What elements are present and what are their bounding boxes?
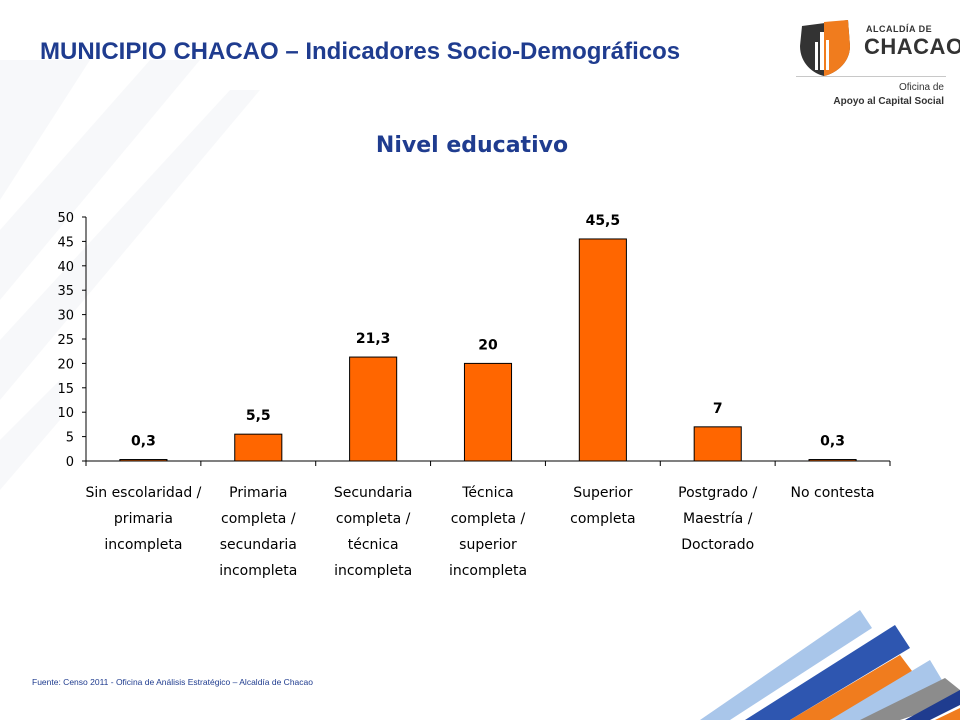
- chart-labels: 0,3 Sin escolaridad / primaria incompleta 5,…: [85, 213, 874, 579]
- x-tick-label: No contesta: [791, 485, 875, 501]
- y-tick-label: 25: [57, 333, 74, 348]
- x-tick-label: Secundaria completa / técnica incompleta: [334, 485, 413, 579]
- bar: [808, 459, 857, 462]
- x-tick-label: Sin escolaridad / primaria incompleta: [85, 485, 201, 553]
- data-label: 45,5: [586, 213, 621, 229]
- data-label: 20: [478, 337, 498, 353]
- data-label: 5,5: [246, 408, 271, 424]
- x-tick-label: Postgrado / Maestría / Doctorado: [678, 485, 757, 553]
- chart-title: Nivel educativo: [376, 133, 568, 158]
- chart-bars: [119, 238, 857, 462]
- y-tick-label: 5: [66, 431, 74, 446]
- logo-text-chacao: CHACAO: [864, 34, 960, 59]
- logo: ALCALDÍA DE CHACAO Oficina de Apoyo al C…: [794, 14, 960, 114]
- bar: [463, 362, 513, 462]
- bar: [693, 426, 742, 462]
- x-tick-label: Superior completa: [570, 485, 635, 527]
- data-label: 21,3: [356, 331, 391, 347]
- bar: [119, 459, 168, 462]
- page-title: MUNICIPIO CHACAO – Indicadores Socio-Dem…: [40, 38, 681, 65]
- bar: [349, 356, 398, 462]
- bar: [578, 238, 627, 462]
- y-tick-label: 40: [57, 260, 74, 275]
- logo-text-oficina: Oficina de: [898, 82, 944, 93]
- y-tick-label: 35: [57, 284, 74, 299]
- y-tick-label: 30: [57, 309, 74, 324]
- bar: [234, 433, 283, 462]
- logo-text-apoyo: Apoyo al Capital Social: [833, 96, 944, 107]
- y-tick-label: 15: [57, 382, 74, 397]
- logo-text-alcaldia: ALCALDÍA DE: [866, 24, 933, 34]
- logo-divider: [796, 76, 946, 77]
- x-tick-label: Primaria completa / secundaria incompleta: [219, 485, 297, 579]
- data-label: 0,3: [820, 434, 845, 450]
- data-label: 7: [713, 401, 723, 417]
- source-footnote: Fuente: Censo 2011 - Oficina de Análisis…: [32, 677, 313, 687]
- y-tick-label: 0: [66, 455, 74, 470]
- corner-stripes: [700, 610, 960, 720]
- y-tick-label: 20: [57, 357, 74, 372]
- y-tick-label: 10: [57, 406, 74, 421]
- data-label: 0,3: [131, 434, 156, 450]
- y-tick-label: 50: [57, 211, 74, 226]
- y-tick-label: 45: [57, 235, 74, 250]
- x-tick-label: Técnica completa / superior incompleta: [449, 485, 527, 579]
- logo-emblem-icon: [800, 20, 850, 76]
